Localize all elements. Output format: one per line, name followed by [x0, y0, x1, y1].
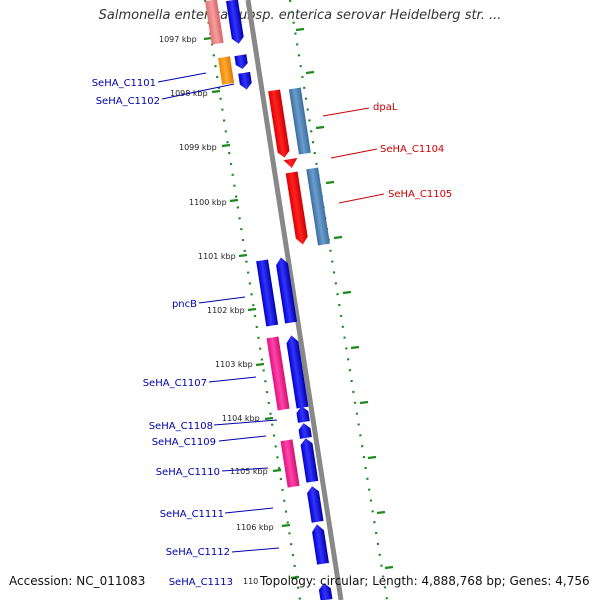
- feature-block-SeHA_C1107[interactable]: [266, 336, 290, 411]
- feature-block-SeHA_C1110[interactable]: [280, 439, 300, 488]
- feature-block-SeHA_C1109[interactable]: [298, 422, 312, 439]
- gene-label-SeHA_C1112[interactable]: SeHA_C1112: [166, 547, 230, 558]
- feature-block-SeHA_C1101[interactable]: [218, 56, 235, 85]
- kbp-label: 1097 kbp: [159, 35, 197, 44]
- kbp-label: 1099 kbp: [179, 143, 217, 152]
- kbp-label: 1105 kbp: [230, 467, 268, 476]
- accession-text: Accession: NC_011083: [9, 574, 146, 588]
- gene-label-SeHA_C1107[interactable]: SeHA_C1107: [143, 378, 207, 389]
- gene-label-SeHA_C1102[interactable]: SeHA_C1102: [96, 96, 160, 107]
- tick-marks: [203, 27, 394, 580]
- gene-label-SeHA_C1111[interactable]: SeHA_C1111: [160, 509, 224, 520]
- kbp-labels: 1097 kbp 1098 kbp 1099 kbp 1100 kbp 1101…: [159, 35, 274, 586]
- gene-label-SeHA_C1105[interactable]: SeHA_C1105: [388, 189, 452, 200]
- topology-text: Topology: circular; Length: 4,888,768 bp…: [260, 574, 590, 588]
- feature-block-SeHA_C1102[interactable]: [234, 54, 252, 91]
- gene-label-SeHA_C1104[interactable]: SeHA_C1104: [380, 144, 444, 155]
- feature-block-SeHA_C1104[interactable]: [283, 157, 298, 169]
- kbp-label: 1106 kbp: [236, 523, 274, 532]
- backbone: [245, 0, 344, 600]
- feature-block-SeHA_C1113[interactable]: [318, 582, 333, 600]
- gene-label-SeHA_C1109[interactable]: SeHA_C1109: [152, 437, 216, 448]
- outer-tick-ring: [288, 0, 389, 600]
- feature-block-blue-2[interactable]: [275, 256, 297, 324]
- kbp-label: 1100 kbp: [189, 198, 227, 207]
- gene-label-SeHA_C1108[interactable]: SeHA_C1108: [149, 421, 213, 432]
- kbp-label: 1104 kbp: [222, 414, 260, 423]
- feature-block-SeHA_C1112[interactable]: [311, 523, 329, 565]
- kbp-label: 1102 kbp: [207, 306, 245, 315]
- label-connectors: [157, 72, 385, 553]
- feature-block-SeHA_C1105[interactable]: [306, 167, 330, 246]
- map-title: Salmonella enterica subsp. enterica sero…: [98, 8, 502, 23]
- gene-label-pncB[interactable]: pncB: [172, 299, 197, 310]
- feature-block-salmon[interactable]: [205, 0, 224, 45]
- gene-label-SeHA_C1113[interactable]: SeHA_C1113: [169, 577, 233, 588]
- gene-label-SeHA_C1101[interactable]: SeHA_C1101: [92, 78, 156, 89]
- gene-label-dpaL[interactable]: dpaL: [373, 102, 398, 113]
- feature-block-SeHA_C1111[interactable]: [306, 485, 324, 523]
- feature-block-top-blue[interactable]: [226, 0, 245, 45]
- kbp-label: 1101 kbp: [198, 252, 236, 261]
- feature-block-SeHA_C1108[interactable]: [296, 405, 310, 423]
- feature-block-steel-1[interactable]: [288, 87, 311, 155]
- inner-tick-ring: [203, 0, 302, 600]
- feature-block-blue-4[interactable]: [300, 437, 319, 483]
- kbp-label: 1103 kbp: [215, 360, 253, 369]
- gene-labels: SeHA_C1101 SeHA_C1102 dpaL SeHA_C1104 Se…: [92, 78, 453, 588]
- feature-block-pncB[interactable]: [256, 259, 279, 327]
- gene-label-SeHA_C1110[interactable]: SeHA_C1110: [156, 467, 220, 478]
- kbp-label: 110: [243, 577, 258, 586]
- feature-block-red-long[interactable]: [285, 171, 309, 245]
- feature-block-dpaL[interactable]: [268, 89, 290, 158]
- feature-block-blue-3[interactable]: [285, 335, 309, 409]
